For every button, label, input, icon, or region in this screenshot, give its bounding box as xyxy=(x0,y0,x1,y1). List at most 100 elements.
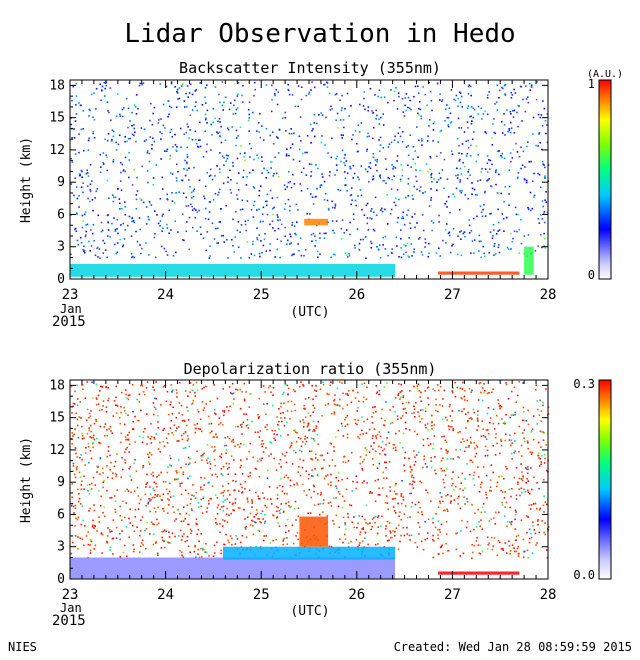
noise-pixel xyxy=(399,442,401,444)
noise-pixel xyxy=(114,495,116,497)
noise-pixel xyxy=(107,214,109,216)
noise-pixel xyxy=(473,108,476,111)
noise-pixel xyxy=(99,425,102,428)
noise-pixel xyxy=(185,205,188,207)
noise-pixel xyxy=(169,482,171,485)
noise-pixel xyxy=(515,535,518,538)
noise-pixel xyxy=(80,454,82,456)
noise-pixel xyxy=(523,556,525,559)
noise-pixel xyxy=(337,505,340,508)
noise-pixel xyxy=(208,211,211,213)
noise-pixel xyxy=(382,113,384,115)
y-tick-label: 3 xyxy=(57,540,65,555)
noise-pixel xyxy=(330,505,333,507)
noise-pixel xyxy=(142,464,145,467)
noise-pixel xyxy=(389,486,391,488)
noise-pixel xyxy=(385,477,388,479)
noise-pixel xyxy=(241,199,244,202)
noise-pixel xyxy=(263,539,265,542)
noise-pixel xyxy=(530,453,533,455)
noise-pixel xyxy=(222,109,224,111)
noise-pixel xyxy=(198,139,200,141)
noise-pixel xyxy=(413,251,415,253)
noise-pixel xyxy=(105,154,108,156)
noise-pixel xyxy=(510,523,513,526)
noise-pixel xyxy=(202,155,205,158)
noise-pixel xyxy=(401,174,404,177)
noise-pixel xyxy=(229,188,232,191)
noise-pixel xyxy=(282,511,285,514)
noise-pixel xyxy=(229,392,232,394)
noise-pixel xyxy=(261,125,263,127)
noise-pixel xyxy=(345,416,347,419)
noise-pixel xyxy=(305,94,308,97)
noise-pixel xyxy=(136,526,138,528)
noise-pixel xyxy=(523,235,526,237)
noise-pixel xyxy=(157,414,159,417)
noise-pixel xyxy=(73,137,76,139)
noise-pixel xyxy=(511,390,513,393)
noise-pixel xyxy=(544,533,547,536)
noise-pixel xyxy=(245,525,247,528)
noise-pixel xyxy=(89,415,92,417)
noise-pixel xyxy=(240,224,243,226)
noise-pixel xyxy=(190,508,193,510)
noise-pixel xyxy=(360,122,363,124)
noise-pixel xyxy=(484,511,486,513)
noise-pixel xyxy=(479,544,481,547)
noise-pixel xyxy=(491,163,493,166)
noise-pixel xyxy=(397,141,399,143)
noise-pixel xyxy=(91,180,93,182)
noise-pixel xyxy=(245,413,247,415)
noise-pixel xyxy=(309,512,312,514)
noise-pixel xyxy=(213,544,216,547)
noise-pixel xyxy=(239,407,242,410)
noise-pixel xyxy=(270,453,272,455)
noise-pixel xyxy=(344,154,346,156)
feature-cloud xyxy=(304,218,329,226)
noise-pixel xyxy=(367,523,369,525)
noise-pixel xyxy=(280,466,282,468)
noise-pixel xyxy=(159,220,162,222)
noise-pixel xyxy=(437,506,440,508)
noise-pixel xyxy=(76,518,79,521)
noise-pixel xyxy=(391,178,393,181)
noise-pixel xyxy=(169,496,172,498)
noise-pixel xyxy=(383,453,386,456)
noise-pixel xyxy=(277,219,279,221)
noise-pixel xyxy=(306,437,309,439)
noise-pixel xyxy=(222,466,225,468)
noise-pixel xyxy=(505,501,508,504)
noise-pixel xyxy=(132,428,134,431)
noise-pixel xyxy=(225,154,228,157)
noise-pixel xyxy=(96,530,98,532)
noise-pixel xyxy=(135,94,138,96)
noise-pixel xyxy=(217,132,219,135)
noise-pixel xyxy=(150,521,153,523)
noise-pixel xyxy=(516,177,519,180)
noise-pixel xyxy=(144,428,146,430)
noise-pixel xyxy=(149,202,151,204)
noise-pixel xyxy=(159,83,162,85)
noise-pixel xyxy=(100,221,103,224)
noise-pixel xyxy=(88,461,90,464)
noise-pixel xyxy=(287,198,290,201)
noise-pixel xyxy=(80,242,83,244)
noise-pixel xyxy=(284,111,287,114)
noise-pixel xyxy=(270,161,273,163)
noise-pixel xyxy=(504,93,506,95)
noise-pixel xyxy=(223,490,226,492)
noise-pixel xyxy=(302,385,305,387)
noise-pixel xyxy=(448,405,451,408)
noise-pixel xyxy=(356,228,359,230)
noise-pixel xyxy=(513,132,516,134)
noise-pixel xyxy=(516,151,519,153)
noise-pixel xyxy=(465,413,467,415)
noise-pixel xyxy=(458,208,461,211)
noise-pixel xyxy=(199,139,201,141)
noise-pixel xyxy=(131,384,134,386)
noise-pixel xyxy=(437,534,439,536)
noise-pixel xyxy=(89,200,91,203)
noise-pixel xyxy=(506,468,508,470)
noise-pixel xyxy=(90,430,92,433)
